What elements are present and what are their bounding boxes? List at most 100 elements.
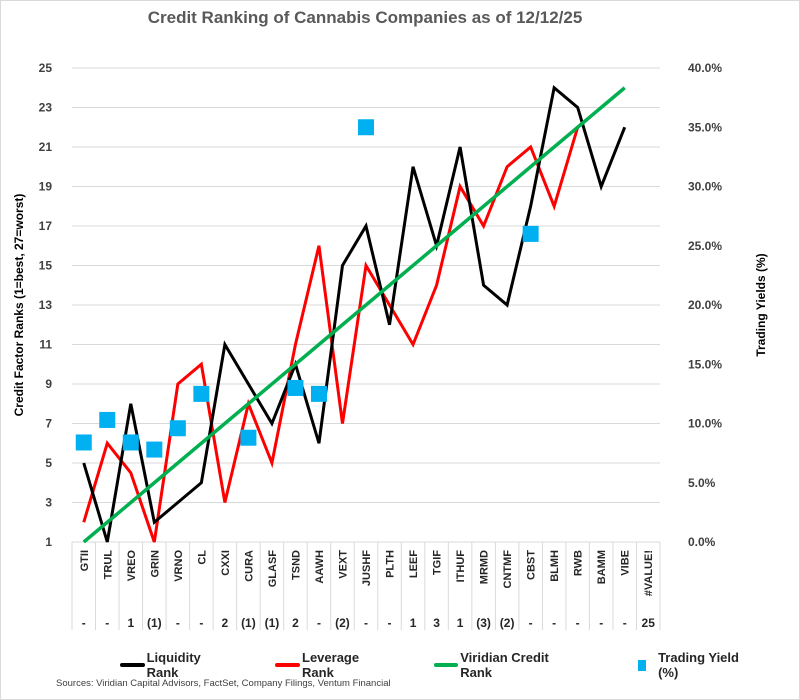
y2-tick-label: 30.0% [688,180,722,194]
y2-tick-label: 20.0% [688,298,722,312]
rank-change-label: - [599,616,603,630]
rank-change-label: - [623,616,627,630]
category-label: CURA [243,550,255,582]
category-label: CBST [526,550,538,580]
y-tick-label: 17 [39,219,53,233]
y2-tick-label: 25.0% [688,239,722,253]
legend-label-yield: Trading Yield (%) [658,650,739,680]
y-tick-label: 9 [45,377,52,391]
category-label: RWB [573,550,585,576]
category-label: TRUL [102,550,114,580]
rank-change-label: - [529,616,533,630]
y-tick-label: 1 [45,535,52,549]
category-label: CNTMF [502,550,514,589]
y2-tick-label: 15.0% [688,357,722,371]
yield-marker [310,385,327,402]
category-label: JUSHF [361,550,373,586]
series-line-liquidity-rank [82,84,627,543]
category-label: TGIF [432,550,444,575]
series-lines [82,84,627,544]
rank-change-label: 1 [410,616,417,630]
rank-change-label: 25 [642,616,656,630]
rank-change-label: 1 [457,616,464,630]
y-tick-label: 23 [39,101,53,115]
rank-change-label: - [576,616,580,630]
legend-item-viridian: Viridian Credit Rank [433,650,578,680]
category-label: CL [196,550,208,565]
y2-tick-label: 10.0% [688,417,722,431]
yield-marker [122,434,139,451]
series-line-viridian-credit-rank [82,86,626,544]
y-tick-label: 19 [39,180,53,194]
yield-marker [146,441,163,458]
category-label: VEXT [337,550,349,579]
y-tick-label: 13 [39,298,53,312]
y-tick-label: 21 [39,140,53,154]
right-axis-ticks: 0.0% 5.0% 10.0% 15.0% 20.0% 25.0% 30.0% 35.0% 40… [688,61,722,549]
rank-change-label: (2) [335,616,350,630]
category-label: BLMH [549,550,561,582]
legend-label-viridian: Viridian Credit Rank [460,650,549,680]
category-label: GRIN [149,550,161,578]
rank-change-label: - [552,616,556,630]
legend-item-leverage: Leverage Rank [275,650,389,680]
legend-label-liquidity: Liquidity Rank [146,650,201,680]
yield-marker [287,379,304,396]
rank-change-label: - [388,616,392,630]
y-axis-label: Credit Factor Ranks (1=best, 27=worst) [12,194,26,417]
rank-change-label: (1) [241,616,256,630]
category-label: MRMD [479,550,491,584]
rank-change-label: 1 [127,616,134,630]
rank-change-label: (1) [147,616,162,630]
rank-change-label: (2) [500,616,515,630]
rank-change-label: - [364,616,368,630]
y2-axis-label: Trading Yields (%) [754,253,768,356]
category-label: TSND [290,550,302,580]
rank-change-label: - [317,616,321,630]
legend-label-leverage: Leverage Rank [302,650,360,680]
yield-marker [522,225,539,242]
y2-tick-label: 0.0% [688,535,716,549]
legend-item-liquidity: Liquidity Rank [120,650,231,680]
legend-swatch-leverage [275,663,301,667]
legend-swatch-viridian [433,663,459,667]
y-tick-label: 11 [39,338,52,352]
y-tick-label: 3 [45,496,52,510]
y-tick-label: 25 [39,61,53,75]
legend-swatch-liquidity [120,663,145,667]
rank-change-label: - [82,616,86,630]
y-tick-label: 15 [39,259,53,273]
legend-item-yield: Trading Yield (%) [622,650,756,680]
category-label: VREO [126,550,138,582]
category-label: VIBE [620,550,632,576]
chart-title: Credit Ranking of Cannabis Companies as … [147,8,583,27]
category-label: #VALUE! [643,550,655,596]
rank-change-label: - [199,616,203,630]
source-note: Sources: Viridian Capital Advisors, Fact… [56,678,391,689]
rank-change-label: (3) [476,616,491,630]
category-label: AAWH [314,550,326,584]
category-label: GTII [79,550,91,571]
rank-change-label: - [176,616,180,630]
legend: Liquidity Rank Leverage Rank Viridian Cr… [120,650,800,680]
yield-marker [75,434,92,451]
category-label: LEEF [408,550,420,578]
rank-change-label: (1) [265,616,280,630]
category-label: VRNO [173,550,185,582]
yield-markers [75,119,539,458]
rank-change-label: - [105,616,109,630]
category-label: CXXI [220,550,232,576]
y2-tick-label: 5.0% [688,476,716,490]
yield-marker [358,119,374,136]
y2-tick-label: 35.0% [688,120,722,134]
yield-marker [169,420,186,437]
yield-marker [193,385,210,402]
rank-change-label: 3 [433,616,440,630]
rank-change-label: 2 [222,616,229,630]
category-label: PLTH [385,550,397,578]
category-label: BAMM [596,550,608,584]
category-table: GTII - TRUL - VREO 1 GRIN (1) VRNO - CL - CXXI 2 CURA (… [71,541,661,630]
